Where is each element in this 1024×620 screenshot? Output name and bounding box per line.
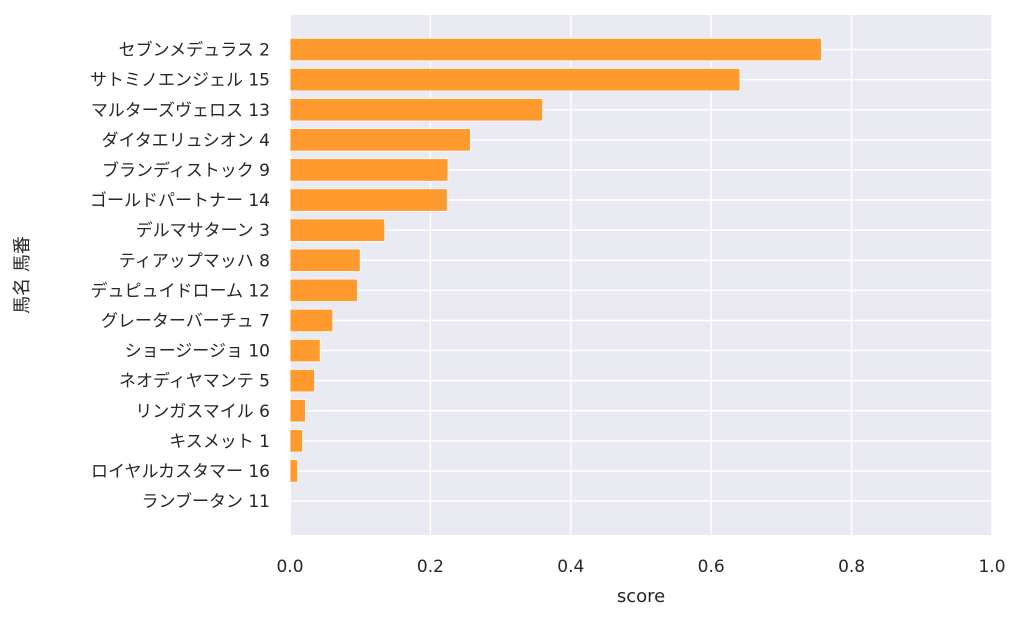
y-tick-label: ダイタエリュシオン 4 <box>101 131 270 151</box>
bar <box>289 399 306 423</box>
x-tick-label: 0.6 <box>698 557 725 577</box>
bar <box>289 128 471 152</box>
bar <box>289 278 358 303</box>
bar <box>289 248 361 272</box>
plot-background <box>290 15 992 535</box>
bar <box>289 158 449 182</box>
y-tick-label: サトミノエンジェル 15 <box>90 71 270 91</box>
y-tick-label: リンガスマイル 6 <box>135 402 270 422</box>
bar <box>289 368 315 393</box>
y-tick-label: ロイヤルカスタマー 16 <box>91 462 270 482</box>
x-tick-label: 0.0 <box>276 557 303 577</box>
x-tick-label: 1.0 <box>978 557 1005 577</box>
bar <box>289 459 299 483</box>
bar <box>289 338 321 363</box>
y-tick-label: ショージージョ 10 <box>125 342 270 362</box>
y-tick-label: デュピュイドローム 12 <box>90 280 270 301</box>
y-tick-label: キスメット 1 <box>169 432 270 452</box>
y-tick-label: ランブータン 11 <box>141 491 270 512</box>
x-tick-label: 0.2 <box>417 557 444 577</box>
y-tick-label: デルマサターン 3 <box>136 220 270 241</box>
y-tick-label: ブランディストック 9 <box>102 160 270 181</box>
y-tick-label: ゴールドパートナー 14 <box>90 190 270 211</box>
y-tick-labels: セブンメデュラス 2 サトミノエンジェル 15 マルターズヴェロス 13 ダイタエリュ… <box>90 40 270 512</box>
x-tick-label: 0.4 <box>557 557 584 577</box>
bar <box>289 37 822 62</box>
y-tick-label: マルターズヴェロス 13 <box>91 101 270 121</box>
y-tick-label: グレーターバーチュ 7 <box>101 311 270 331</box>
y-tick-label: ネオディヤマンテ 5 <box>119 371 270 392</box>
y-tick-label: セブンメデュラス 2 <box>119 40 270 61</box>
bar <box>289 98 544 122</box>
bar <box>289 308 334 333</box>
bar <box>289 489 292 513</box>
bar <box>289 188 448 212</box>
bars <box>289 37 822 513</box>
x-axis-title: score <box>617 586 665 607</box>
x-tick-label: 0.8 <box>838 557 865 577</box>
bar <box>289 429 304 453</box>
x-tick-labels: 0.0 0.2 0.4 0.6 0.8 1.0 <box>276 557 1005 577</box>
bar <box>289 218 386 242</box>
y-axis-title: 馬名 馬番 <box>12 236 33 314</box>
bar <box>289 68 741 92</box>
y-tick-label: ティアップマッハ 8 <box>119 251 270 271</box>
